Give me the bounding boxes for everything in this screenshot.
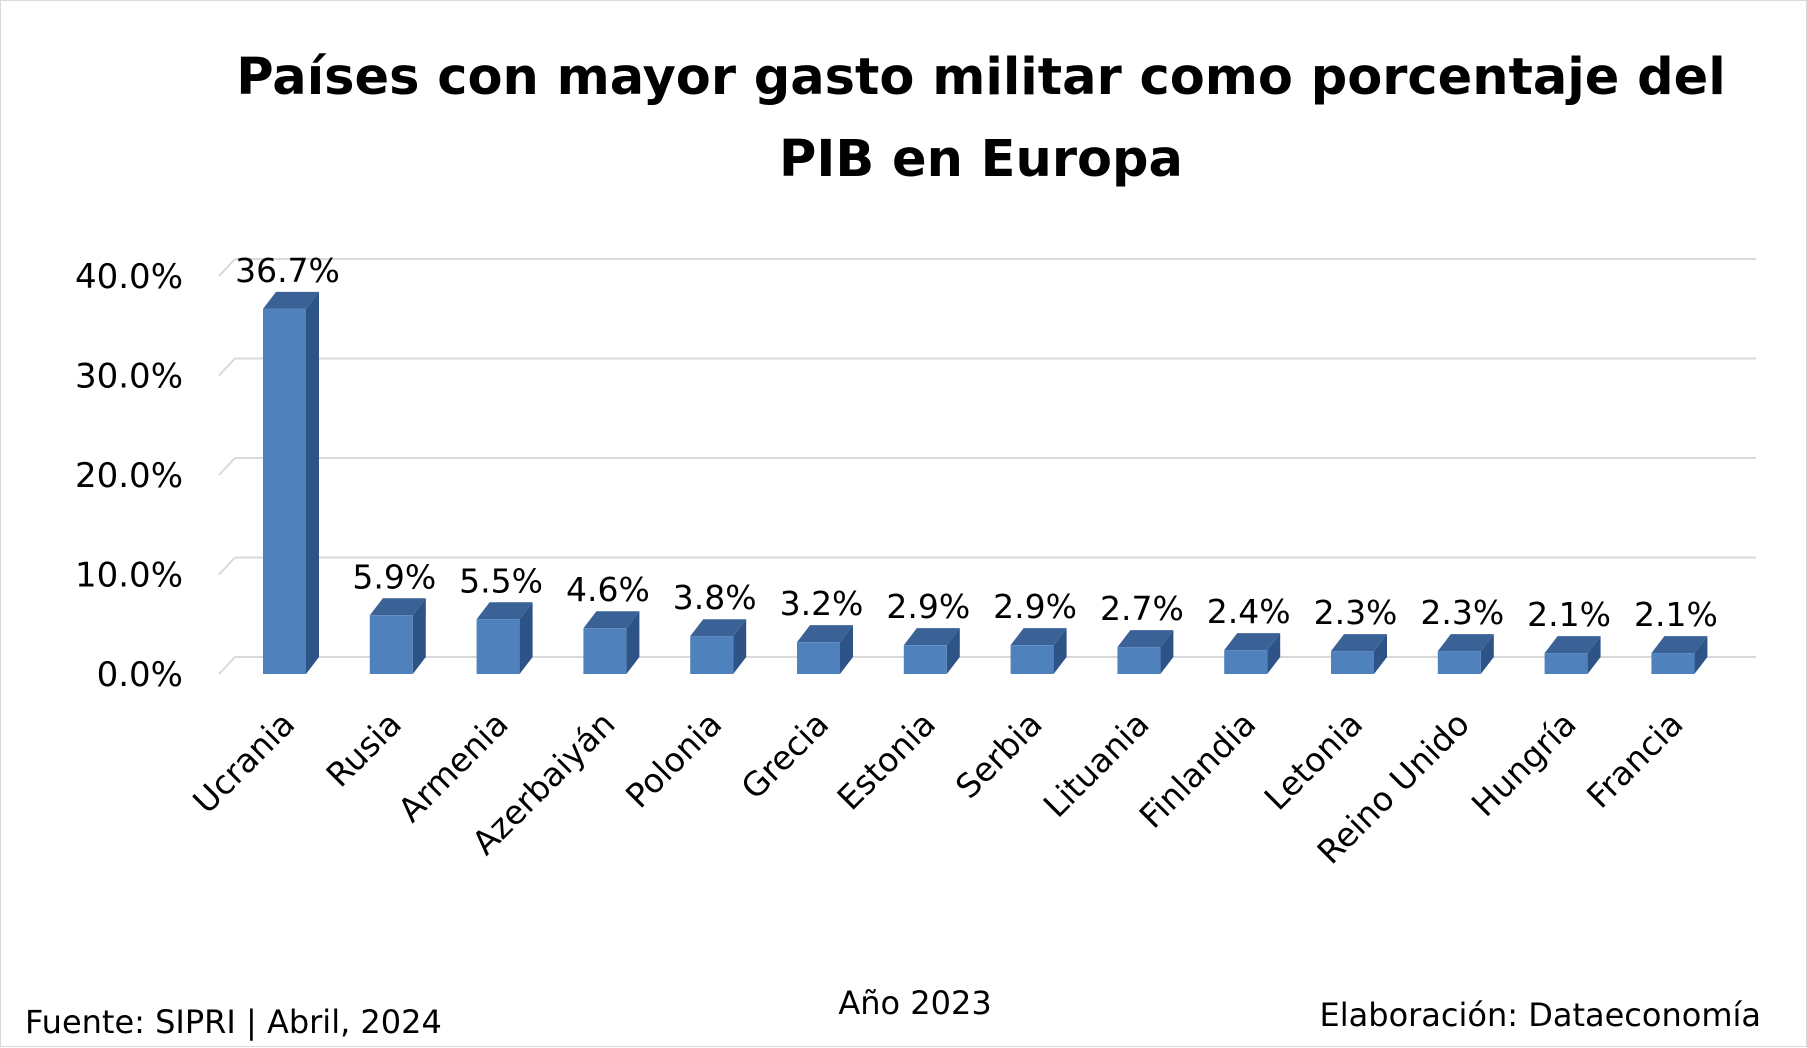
data-label: 3.2% <box>780 584 864 623</box>
bar <box>797 625 853 674</box>
data-label: 2.1% <box>1634 595 1718 634</box>
category-label: Hungría <box>1464 704 1584 824</box>
y-tick-label: 40.0% <box>75 257 183 297</box>
y-tick-label: 0.0% <box>97 655 183 695</box>
data-label: 36.7% <box>235 251 340 290</box>
bar <box>1010 628 1067 674</box>
gridline <box>218 258 1756 277</box>
gridlines <box>218 258 1756 675</box>
bar <box>690 619 747 674</box>
data-label: 2.3% <box>1420 593 1504 632</box>
bar <box>1437 634 1494 674</box>
category-label: Polonia <box>618 704 729 815</box>
bar <box>1651 636 1708 674</box>
bar <box>1117 630 1174 674</box>
gridline <box>218 656 1756 675</box>
bar <box>1331 634 1387 674</box>
y-tick-label: 20.0% <box>75 456 183 496</box>
chart-title-line-2: PIB en Europa <box>779 130 1183 189</box>
data-label: 2.9% <box>993 587 1077 626</box>
footer-source: Fuente: SIPRI | Abril, 2024 <box>25 1003 442 1041</box>
data-label: 2.9% <box>886 587 970 626</box>
data-label: 3.8% <box>673 578 757 617</box>
gridline <box>218 457 1756 476</box>
bar <box>903 628 960 674</box>
y-tick-label: 10.0% <box>75 556 183 596</box>
data-labels: 36.7% 5.9% 5.5% 4.6% 3.8% 3.2% 2.9% 2.9% 2.7% 2.4… <box>235 251 1718 634</box>
category-label: Francia <box>1579 704 1691 816</box>
y-tick-label: 30.0% <box>75 357 183 397</box>
bar <box>1224 633 1281 674</box>
category-label: Serbia <box>948 704 1050 806</box>
bar <box>263 291 319 674</box>
data-label: 5.5% <box>459 561 543 600</box>
category-label: Grecia <box>733 704 836 807</box>
bar <box>1544 636 1601 674</box>
category-label: Estonia <box>829 704 942 817</box>
y-axis-tick-labels: 0.0% 10.0% 20.0% 30.0% 40.0% <box>75 257 183 695</box>
data-label: 2.1% <box>1527 595 1611 634</box>
chart-title-line-1: Países con mayor gasto militar como porc… <box>236 48 1725 107</box>
category-label: Rusia <box>318 704 408 794</box>
bar <box>476 602 533 674</box>
bar <box>583 611 640 674</box>
category-label: Finlandia <box>1132 704 1264 836</box>
data-label: 2.3% <box>1314 593 1398 632</box>
category-label: Ucrania <box>185 704 302 821</box>
data-label: 5.9% <box>352 557 436 596</box>
gridline <box>218 357 1756 377</box>
data-label: 2.7% <box>1100 589 1184 628</box>
data-label: 4.6% <box>566 570 650 609</box>
footer-credit: Elaboración: Dataeconomía <box>1320 996 1761 1034</box>
data-label: 2.4% <box>1207 592 1291 631</box>
x-axis-label: Año 2023 <box>838 984 991 1022</box>
gridline <box>218 556 1756 576</box>
bars <box>263 291 1708 674</box>
bar <box>369 598 426 674</box>
